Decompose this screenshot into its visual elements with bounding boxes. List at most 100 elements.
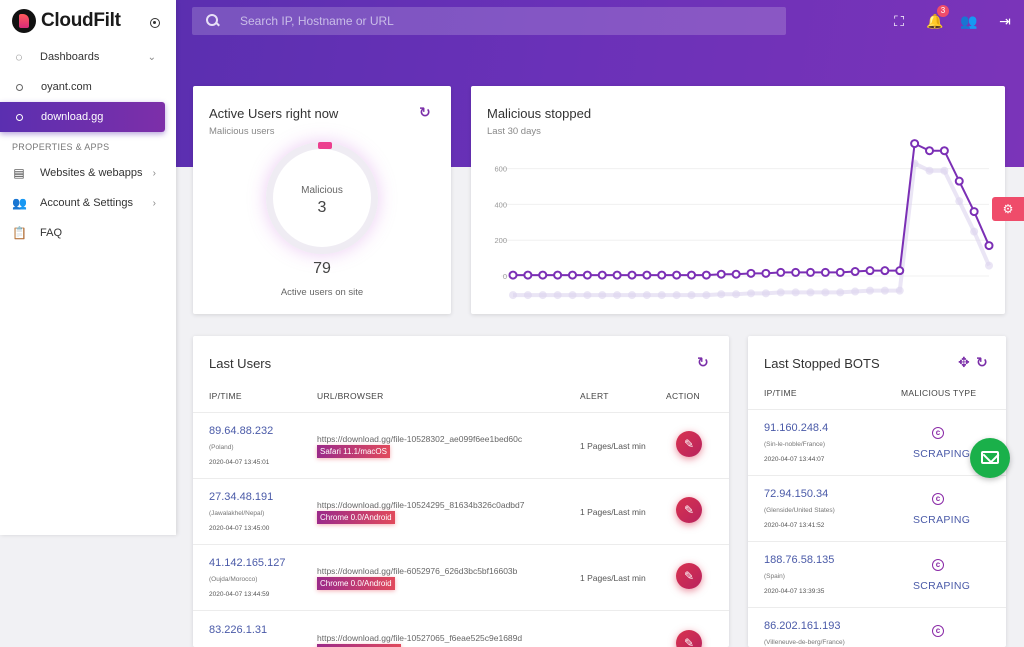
data-point[interactable] [776,267,786,277]
shadow-point [880,286,889,295]
data-point[interactable] [910,139,920,149]
shadow-point [509,291,517,300]
ip-link[interactable]: 41.142.165.127 [209,557,286,569]
sidebar-item-faq[interactable]: 📋 FAQ [0,218,176,248]
gear-icon: ⚙ [1002,202,1014,216]
data-point[interactable] [895,266,905,276]
chevron-down-icon: ⌄ [147,51,156,63]
ip-link[interactable]: 86.202.161.193 [764,620,841,632]
timestamp: 2020-04-07 13:44:07 [764,456,825,463]
data-point[interactable] [954,176,964,186]
search-input[interactable] [240,14,740,28]
table-row: 86.202.161.193 (Villeneuve-de-berg/Franc… [748,607,1006,647]
data-point[interactable] [687,270,696,280]
logo[interactable]: CloudFilt [0,0,176,42]
data-point[interactable] [806,267,815,277]
location: (Spain) [764,573,785,580]
card-title: Active Users right now [209,106,339,121]
y-tick-label: 200 [494,236,507,245]
alert: 1 Pages/Last min [580,441,646,451]
settings-tab[interactable]: ⚙ [992,197,1024,221]
data-point[interactable] [672,270,682,280]
data-point[interactable] [612,270,622,280]
users-icon[interactable]: 👥 [960,13,978,29]
data-point[interactable] [716,269,726,279]
column-header: ACTION [666,391,700,401]
ip-link[interactable]: 83.226.1.31 [209,624,268,636]
data-point[interactable] [582,270,592,280]
edit-button[interactable]: ✎ [676,431,702,457]
data-point[interactable] [850,267,860,277]
card-title: Last Stopped BOTS [764,356,880,371]
data-point[interactable] [568,270,577,280]
malicious-type: SCRAPING [913,514,971,526]
data-point[interactable] [627,270,637,280]
shadow-point [955,197,964,206]
data-point[interactable] [969,207,979,217]
sidebar-item-site-active[interactable]: download.gg [0,102,165,132]
sidebar-item-label: Dashboards [40,51,100,63]
sidebar-item-site[interactable]: oyant.com [0,72,176,102]
shadow-point [672,291,681,300]
sidebar-item-websites[interactable]: ▤ Websites & webapps › [0,158,176,188]
data-point[interactable] [538,270,548,280]
data-point[interactable] [731,269,741,279]
browser-icon: ▤ [13,166,25,180]
browser-tag: Chrome 0.0/Android [317,511,395,524]
shadow-point [776,288,785,297]
sidebar-item-dashboards[interactable]: ◌ Dashboards ⌄ [0,42,176,72]
pencil-icon: ✎ [683,503,695,517]
data-point[interactable] [642,270,652,280]
ip-link[interactable]: 188.76.58.135 [764,554,835,566]
sidebar-item-account[interactable]: 👥 Account & Settings › [0,188,176,218]
data-point[interactable] [553,270,563,280]
data-point[interactable] [597,270,607,280]
sidebar-toggle-icon[interactable] [150,18,160,28]
data-point[interactable] [701,270,711,280]
location: (Poland) [209,444,234,451]
mail-button[interactable] [970,438,1010,478]
bell-icon[interactable]: 🔔 3 [924,5,949,32]
edit-button[interactable]: ✎ [676,563,702,589]
ip-link[interactable]: 91.160.248.4 [764,422,829,434]
data-point[interactable] [835,267,845,277]
malicious-stopped-card: Malicious stopped Last 30 days 0 200 400 60… [471,86,1005,314]
data-point[interactable] [865,266,875,276]
pencil-icon: ✎ [683,437,695,451]
sidebar-item-label: download.gg [41,111,104,123]
active-users-card: Active Users right now Malicious users ↻… [193,86,451,314]
data-point[interactable] [939,146,949,156]
edit-button[interactable]: ✎ [676,630,702,647]
data-point[interactable] [820,267,830,277]
malicious-type: SCRAPING [913,580,971,592]
location: (Villeneuve-de-berg/France) [764,639,845,646]
logout-icon[interactable]: ⇥ [999,13,1011,29]
ip-link[interactable]: 27.34.48.191 [209,491,274,503]
fullscreen-icon[interactable]: ⛶ [894,13,904,29]
move-icon[interactable]: ✥ [958,354,970,370]
shadow-point [553,291,562,300]
refresh-icon[interactable]: ↻ [697,354,709,370]
data-point[interactable] [925,146,934,156]
y-tick-label: 400 [494,200,507,209]
data-point[interactable] [761,268,771,278]
ip-link[interactable]: 72.94.150.34 [764,488,829,500]
data-point[interactable] [984,241,994,251]
y-tick-label: 600 [494,165,507,174]
ip-link[interactable]: 89.64.88.232 [209,425,274,437]
refresh-icon[interactable]: ↻ [976,354,988,370]
data-point[interactable] [508,270,518,280]
shadow-point [642,291,651,300]
data-point[interactable] [791,267,801,277]
shadow-point [747,289,755,298]
edit-button[interactable]: ✎ [676,497,702,523]
refresh-icon[interactable]: ↻ [419,104,431,120]
data-point[interactable] [880,266,890,276]
data-point[interactable] [523,270,533,280]
shadow-point [583,291,592,300]
data-point[interactable] [746,268,756,278]
column-header: URL/BROWSER [317,391,384,401]
palette-icon: ◌ [15,50,23,64]
browser-tag: Safari 11.1/macOS [317,445,390,458]
data-point[interactable] [657,270,667,280]
